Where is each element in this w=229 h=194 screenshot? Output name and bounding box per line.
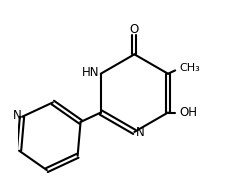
Text: O: O xyxy=(129,23,138,36)
Text: HN: HN xyxy=(82,66,99,79)
Text: OH: OH xyxy=(179,106,197,119)
Text: CH₃: CH₃ xyxy=(179,63,199,73)
Text: N: N xyxy=(13,109,22,122)
Text: N: N xyxy=(135,126,144,139)
